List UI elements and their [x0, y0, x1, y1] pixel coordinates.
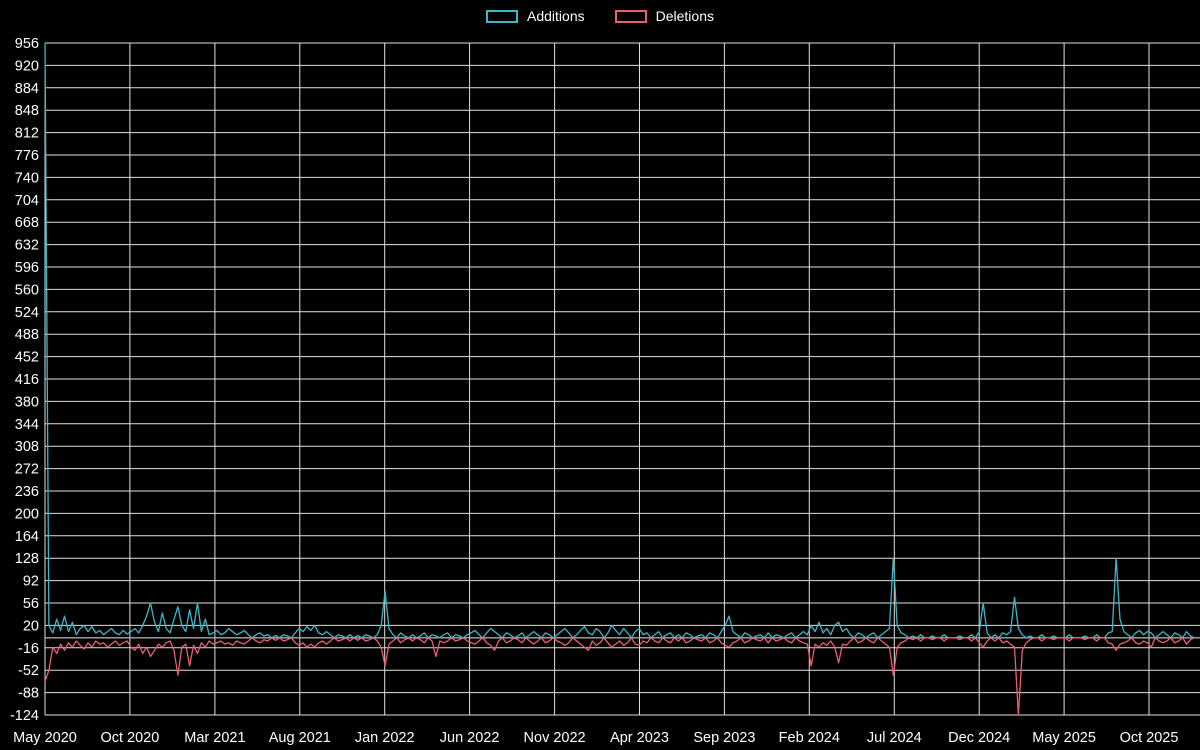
y-axis-label: -16: [18, 641, 39, 657]
y-axis-label: 344: [15, 417, 39, 433]
y-axis-label: 200: [15, 506, 39, 522]
x-axis-label: Jun 2022: [440, 730, 500, 746]
deletions-line: [44, 637, 1195, 716]
y-axis-label: 956: [15, 36, 39, 52]
legend-item-additions[interactable]: Additions: [486, 7, 585, 25]
chart-legend: Additions Deletions: [0, 7, 1200, 25]
y-axis-label: 416: [15, 372, 39, 388]
y-axis-label: 164: [15, 529, 39, 545]
y-axis-label: 596: [15, 260, 39, 276]
x-axis-label: Nov 2022: [524, 730, 586, 746]
y-axis-label: 884: [15, 81, 39, 97]
y-axis-label: 776: [15, 148, 39, 164]
y-axis-label: 20: [23, 618, 39, 634]
y-axis-label: 812: [15, 126, 39, 142]
y-axis-label: 632: [15, 238, 39, 254]
y-axis-label: 560: [15, 282, 39, 298]
x-axis-label: Feb 2024: [779, 730, 840, 746]
y-axis-label: 128: [15, 551, 39, 567]
x-axis-label: Oct 2020: [100, 730, 159, 746]
y-axis-label: 848: [15, 103, 39, 119]
y-axis-label: -88: [18, 686, 39, 702]
x-axis-label: May 2025: [1032, 730, 1096, 746]
y-axis-label: 668: [15, 215, 39, 231]
y-axis-label: 236: [15, 484, 39, 500]
y-axis-label: 308: [15, 439, 39, 455]
x-axis-label: Apr 2023: [610, 730, 669, 746]
additions-line: [44, 42, 1195, 639]
y-axis-label: 524: [15, 305, 39, 321]
y-axis-label: 380: [15, 394, 39, 410]
y-axis-label: 56: [23, 596, 39, 612]
y-axis-label: 452: [15, 350, 39, 366]
y-axis-label: -52: [18, 663, 39, 679]
y-axis-label: -124: [10, 708, 39, 724]
x-axis-label: Mar 2021: [184, 730, 245, 746]
additions-legend-label: Additions: [527, 8, 585, 24]
deletions-swatch: [614, 9, 647, 23]
y-axis-label: 92: [23, 574, 39, 590]
y-axis-label: 740: [15, 170, 39, 186]
x-axis-label: May 2020: [13, 730, 77, 746]
y-axis-label: 920: [15, 58, 39, 74]
x-axis-label: Jan 2022: [355, 730, 415, 746]
y-axis-label: 704: [15, 193, 39, 209]
x-axis-label: Oct 2025: [1120, 730, 1179, 746]
x-axis-label: Sep 2023: [693, 730, 755, 746]
x-axis-label: Jul 2024: [867, 730, 922, 746]
additions-swatch: [486, 9, 519, 23]
y-axis-label: 272: [15, 462, 39, 478]
x-axis-label: Dec 2024: [948, 730, 1010, 746]
deletions-legend-label: Deletions: [655, 8, 714, 24]
legend-item-deletions[interactable]: Deletions: [614, 7, 714, 25]
y-axis-label: 488: [15, 327, 39, 343]
x-axis-label: Aug 2021: [269, 730, 331, 746]
